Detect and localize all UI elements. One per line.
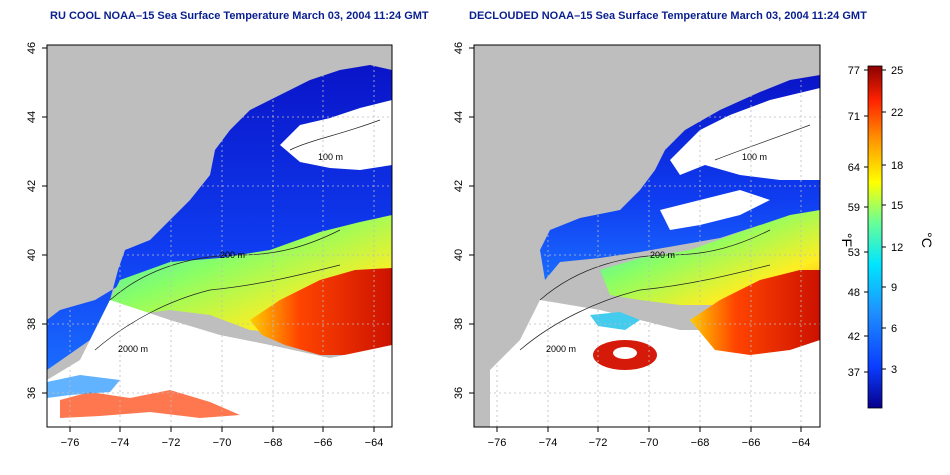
- left-label-200m: 200 m: [220, 250, 245, 260]
- cloud-cover-south: [47, 300, 392, 427]
- c-tick-label: 3: [891, 364, 897, 376]
- cloud-gulf-of-maine: [280, 100, 392, 170]
- lat-tick-label: 42: [26, 180, 38, 192]
- lat-tick-label: 36: [26, 387, 38, 399]
- f-tick-label: 77: [848, 65, 860, 77]
- f-tick-label: 71: [848, 111, 860, 123]
- cyan-patches: [590, 312, 640, 330]
- cloud-gulf-of-maine: [670, 88, 820, 180]
- f-tick-label: 53: [848, 247, 860, 259]
- lon-tick-label: −68: [691, 437, 710, 449]
- isobath-100m: [289, 119, 381, 151]
- right-label-200m: 200 m: [650, 250, 675, 260]
- c-tick-label: 15: [891, 200, 903, 212]
- lon-tick-label: −74: [539, 437, 558, 449]
- isobath-200m: [109, 229, 341, 301]
- lon-tick-label: −72: [162, 437, 181, 449]
- right-lat-axis: 46 44 42 40 38 36: [453, 42, 474, 399]
- f-tick-label: 37: [848, 367, 860, 379]
- isobath-2000m: [519, 264, 771, 351]
- c-tick-label: 25: [891, 65, 903, 77]
- c-tick-label: 6: [891, 323, 897, 335]
- lat-tick-label: 44: [453, 111, 465, 123]
- right-label-100m: 100 m: [742, 152, 767, 162]
- left-lon-axis: −76 −74 −72 −70 −68 −66 −64: [61, 427, 384, 449]
- lon-tick-label: −64: [792, 437, 811, 449]
- c-tick-label: 22: [891, 107, 903, 119]
- f-tick-label: 59: [848, 202, 860, 214]
- lon-tick-label: −70: [213, 437, 232, 449]
- left-graticule: [47, 45, 392, 427]
- c-tick-label: 12: [891, 242, 903, 254]
- left-lat-axis: 46 44 42 40 38 36: [26, 42, 47, 399]
- lon-tick-label: −66: [742, 437, 761, 449]
- c-tick-label: 9: [891, 282, 897, 294]
- lat-tick-label: 36: [453, 387, 465, 399]
- lon-tick-label: −72: [589, 437, 608, 449]
- celsius-ticks: 25 22 18 15 12 9 6 3: [882, 65, 903, 376]
- left-label-2000m: 2000 m: [118, 344, 148, 354]
- f-tick-label: 48: [848, 287, 860, 299]
- lon-tick-label: −76: [61, 437, 80, 449]
- noisy-warm-patches: [60, 390, 240, 418]
- right-label-2000m: 2000 m: [546, 344, 576, 354]
- fahrenheit-unit-label: °F: [839, 233, 855, 247]
- right-map-frame: [473, 44, 821, 428]
- lat-tick-label: 38: [453, 318, 465, 330]
- temperature-colorbar: 77 71 64 59 53 48 42 37 25 22 18 15 12 9…: [839, 65, 935, 409]
- f-tick-label: 42: [848, 331, 860, 343]
- isobath-2000m: [94, 264, 341, 351]
- celsius-unit-label: °C: [919, 232, 935, 248]
- lon-tick-label: −76: [488, 437, 507, 449]
- f-tick-label: 64: [848, 162, 860, 174]
- left-map-frame: [46, 44, 393, 428]
- isobath-100m: [714, 124, 811, 161]
- lon-tick-label: −74: [111, 437, 130, 449]
- lat-tick-label: 46: [453, 42, 465, 54]
- left-sst-map: [47, 45, 392, 427]
- lat-tick-label: 42: [453, 180, 465, 192]
- right-map-title: DECLOUDED NOAA–15 Sea Surface Temperatur…: [469, 10, 867, 22]
- c-tick-label: 18: [891, 160, 903, 172]
- right-lon-axis: −76 −74 −72 −70 −68 −66 −64: [488, 427, 811, 449]
- lon-tick-label: −68: [264, 437, 283, 449]
- gulf-stream-warm-core: [690, 270, 820, 355]
- noisy-cold-patches: [47, 375, 120, 398]
- right-graticule: [474, 45, 820, 427]
- lon-tick-label: −70: [640, 437, 659, 449]
- lon-tick-label: −66: [314, 437, 333, 449]
- land-new-jersey: [47, 240, 100, 305]
- lat-tick-label: 46: [26, 42, 38, 54]
- warm-core-ring-hole: [613, 347, 637, 359]
- colorbar-gradient: [867, 65, 883, 409]
- gulf-stream-warm-core: [250, 268, 392, 355]
- lon-tick-label: −64: [365, 437, 384, 449]
- right-sst-map: [474, 45, 820, 427]
- cloud-shelf-gap: [660, 190, 770, 230]
- lat-tick-label: 40: [453, 249, 465, 261]
- fahrenheit-ticks: 77 71 64 59 53 48 42 37: [848, 65, 868, 379]
- lat-tick-label: 40: [26, 249, 38, 261]
- lat-tick-label: 38: [26, 318, 38, 330]
- land-new-jersey: [474, 240, 528, 305]
- left-label-100m: 100 m: [318, 152, 343, 162]
- lat-tick-label: 44: [26, 111, 38, 123]
- left-map-title: RU COOL NOAA–15 Sea Surface Temperature …: [50, 10, 429, 22]
